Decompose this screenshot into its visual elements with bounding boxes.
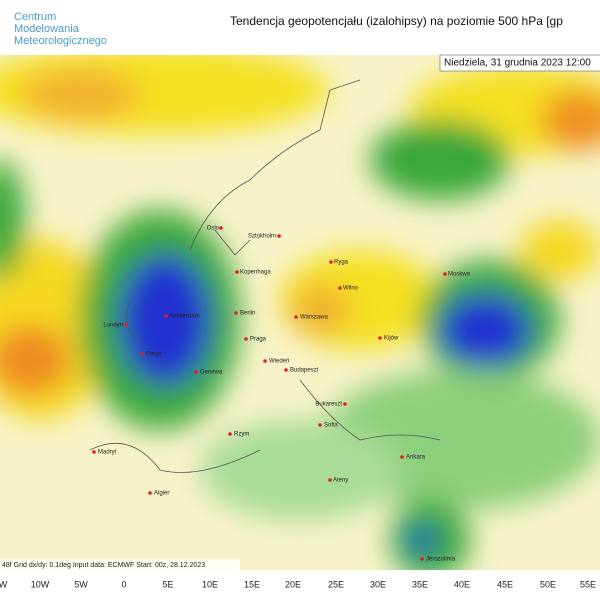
- footer: 48f Grid dx/dy: 0.1deg Input data: ECMWF…: [2, 562, 205, 569]
- city-markers: [92, 226, 447, 561]
- city-label: Berlin: [240, 311, 255, 317]
- city-label: Warszawa: [300, 315, 328, 321]
- title: Tendencja geopotencjału (izalohipsy) na …: [230, 14, 563, 28]
- logo-line: Meteorologicznego: [14, 35, 107, 47]
- city-label: Ateny: [333, 478, 348, 484]
- city-label: Ryga: [334, 260, 349, 266]
- lon-label: 40E: [454, 579, 470, 589]
- city-labels: Oslo Sztokholm Kopenhaga Ryga Moskwa Wil…: [98, 226, 471, 563]
- city-label: Ankara: [406, 455, 426, 461]
- city-label: Amsterdam: [169, 314, 200, 320]
- date: Niedziela, 31 grudnia 2023 12:00: [444, 58, 591, 69]
- city-label: Sofia: [324, 423, 338, 429]
- lon-label: W: [0, 579, 8, 589]
- city-label: Praga: [250, 337, 267, 343]
- city-label: Paryż: [146, 352, 161, 358]
- city-label: Jerozolima: [426, 557, 456, 563]
- lon-label: 15E: [244, 579, 260, 589]
- city-label: Budapeszt: [290, 368, 319, 374]
- city-label: Londyn: [103, 323, 123, 329]
- lon-label: 50E: [540, 579, 556, 589]
- lon-label: 5W: [74, 579, 88, 589]
- header-band: [0, 0, 600, 55]
- lon-label: 55E: [580, 579, 596, 589]
- map-field: [0, 55, 600, 570]
- city-label: Moskwa: [448, 272, 471, 278]
- logo: Centrum Modelowania Meteorologicznego: [14, 11, 107, 47]
- longitude-labels: W 10W 5W 0 5E 10E 15E 20E 25E 30E 35E 40…: [0, 579, 596, 589]
- city-label: Bukareszt: [315, 402, 342, 408]
- city-label: Kopenhaga: [240, 270, 271, 276]
- city-label: Rzym: [234, 432, 249, 438]
- lon-label: 35E: [412, 579, 428, 589]
- date-box: [439, 54, 600, 72]
- lon-label: 30E: [370, 579, 386, 589]
- city-label: Sztokholm: [248, 234, 276, 240]
- city-label: Wilno: [343, 286, 359, 292]
- city-label: Oslo: [207, 226, 220, 232]
- city-label: Kijów: [384, 336, 399, 342]
- lon-label: 0: [121, 579, 126, 589]
- lon-label: 10W: [31, 579, 50, 589]
- city-label: Wiedeń: [269, 359, 289, 365]
- lon-label: 20E: [285, 579, 301, 589]
- lon-label: 45E: [497, 579, 513, 589]
- city-label: Madryt: [98, 450, 117, 456]
- footer-band: [0, 559, 240, 570]
- lon-label: 25E: [328, 579, 344, 589]
- logo-line: Centrum: [14, 11, 56, 23]
- city-label: Algier: [154, 491, 169, 497]
- lon-label: 5E: [162, 579, 173, 589]
- logo-line: Modelowania: [14, 23, 80, 35]
- city-label: Genewa: [200, 370, 223, 376]
- lon-label: 10E: [202, 579, 218, 589]
- axis-band: [0, 570, 600, 600]
